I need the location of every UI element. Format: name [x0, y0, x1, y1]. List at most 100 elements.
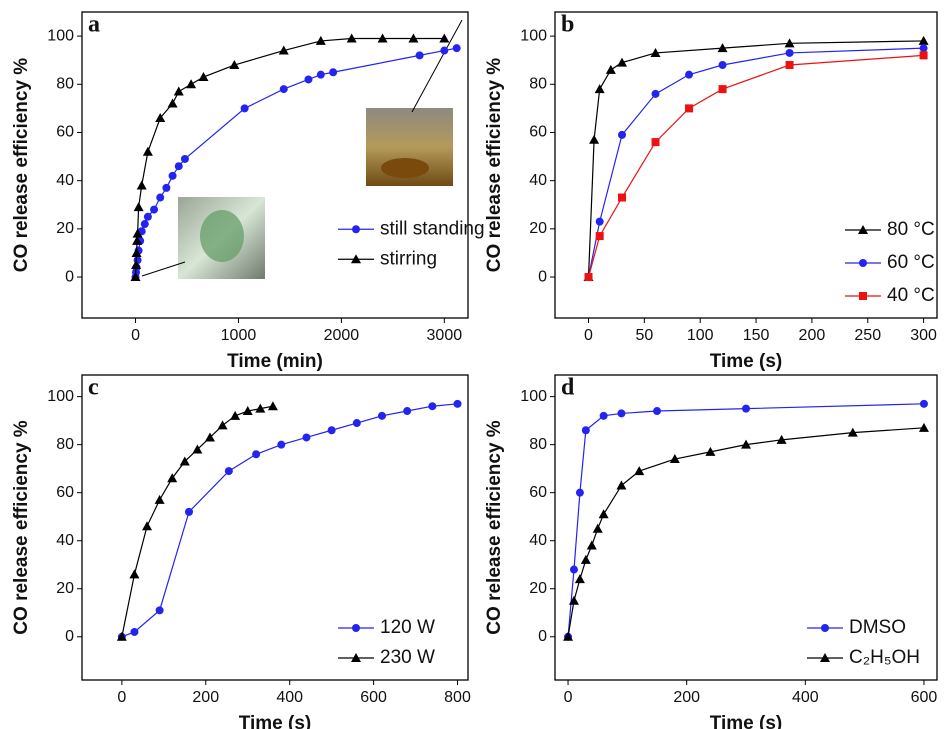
inset-detail [381, 158, 429, 178]
y-axis-label: CO release efficiency % [11, 58, 32, 272]
marker [150, 205, 159, 214]
legend-marker [352, 624, 360, 632]
marker [568, 595, 579, 605]
marker [377, 33, 388, 43]
marker [784, 38, 795, 48]
marker [919, 44, 928, 53]
y-tick-label: 40 [529, 172, 547, 189]
marker [242, 406, 253, 416]
marker [653, 407, 662, 416]
marker [580, 554, 591, 564]
y-tick-label: 80 [529, 436, 547, 453]
x-tick-label: 400 [792, 689, 819, 706]
marker [705, 446, 716, 456]
marker [586, 540, 597, 550]
marker [229, 60, 240, 70]
marker [131, 247, 142, 257]
y-tick-label: 60 [529, 124, 547, 141]
marker [174, 162, 183, 171]
series-line [567, 403, 924, 637]
marker [217, 420, 228, 430]
marker [581, 426, 590, 435]
x-tick-label: 50 [635, 327, 653, 344]
marker [352, 419, 361, 428]
legend-label: DMSO [849, 617, 906, 638]
y-tick-label: 60 [56, 484, 74, 501]
y-axis-label: CO release efficiency % [484, 420, 505, 634]
x-tick-label: 0 [131, 327, 140, 344]
marker [155, 113, 166, 123]
marker [315, 35, 326, 45]
marker [327, 426, 336, 435]
x-tick-label: 100 [687, 327, 714, 344]
series-line [567, 427, 924, 637]
marker [718, 61, 727, 70]
y-tick-label: 60 [529, 484, 547, 501]
series-line [121, 403, 458, 638]
legend-marker [352, 225, 360, 234]
series-line [587, 40, 924, 278]
marker [136, 180, 147, 190]
marker [255, 403, 266, 413]
marker [618, 193, 627, 202]
marker [776, 434, 787, 444]
marker [277, 440, 286, 449]
y-tick-label: 80 [56, 436, 74, 453]
x-tick-label: 300 [910, 327, 937, 344]
x-tick-label: 2000 [324, 327, 360, 344]
marker [129, 569, 140, 579]
marker [186, 79, 197, 89]
marker [717, 43, 728, 53]
legend-marker [820, 653, 830, 662]
marker [224, 467, 233, 476]
x-tick-label: 200 [799, 327, 826, 344]
marker [278, 45, 289, 55]
legend-marker [859, 259, 867, 267]
x-tick-label: 1000 [221, 327, 257, 344]
x-axis-label: Time (min) [227, 351, 323, 372]
marker [569, 565, 578, 574]
x-tick-label: 250 [854, 327, 881, 344]
y-tick-label: 20 [529, 220, 547, 237]
marker [130, 627, 139, 636]
marker [452, 44, 461, 53]
marker [192, 444, 203, 454]
panel-label: a [88, 12, 100, 38]
x-tick-label: 200 [673, 689, 700, 706]
y-tick-label: 100 [520, 27, 547, 44]
marker [592, 523, 603, 533]
marker [168, 171, 177, 180]
marker [595, 217, 604, 226]
inset-photos [141, 19, 463, 279]
y-tick-label: 40 [529, 532, 547, 549]
series-line [587, 47, 924, 278]
marker [415, 51, 424, 60]
marker [408, 33, 419, 43]
marker [617, 409, 626, 418]
marker [198, 72, 209, 82]
legend-marker [821, 624, 829, 632]
marker [240, 104, 249, 113]
y-tick-label: 0 [538, 268, 547, 285]
legend-label: 40 °C [887, 285, 935, 306]
x-tick-label: 0 [117, 689, 126, 706]
x-tick-label: 3000 [427, 327, 463, 344]
y-tick-label: 40 [56, 532, 74, 549]
y-axis-label: CO release efficiency % [484, 58, 505, 272]
marker [669, 454, 680, 464]
marker [155, 606, 164, 615]
marker [742, 404, 750, 413]
leader-line [141, 261, 186, 277]
y-tick-label: 100 [47, 27, 74, 44]
legend-marker [351, 254, 361, 264]
marker [154, 494, 165, 504]
x-axis-label: Time (s) [239, 713, 312, 729]
marker [616, 480, 627, 490]
y-tick-label: 0 [65, 628, 74, 645]
leader-line [411, 19, 463, 113]
plot-frame [81, 374, 469, 681]
legend-label: 80 °C [887, 219, 935, 240]
marker [919, 51, 928, 60]
marker [329, 68, 338, 77]
y-tick-label: 20 [529, 580, 547, 597]
